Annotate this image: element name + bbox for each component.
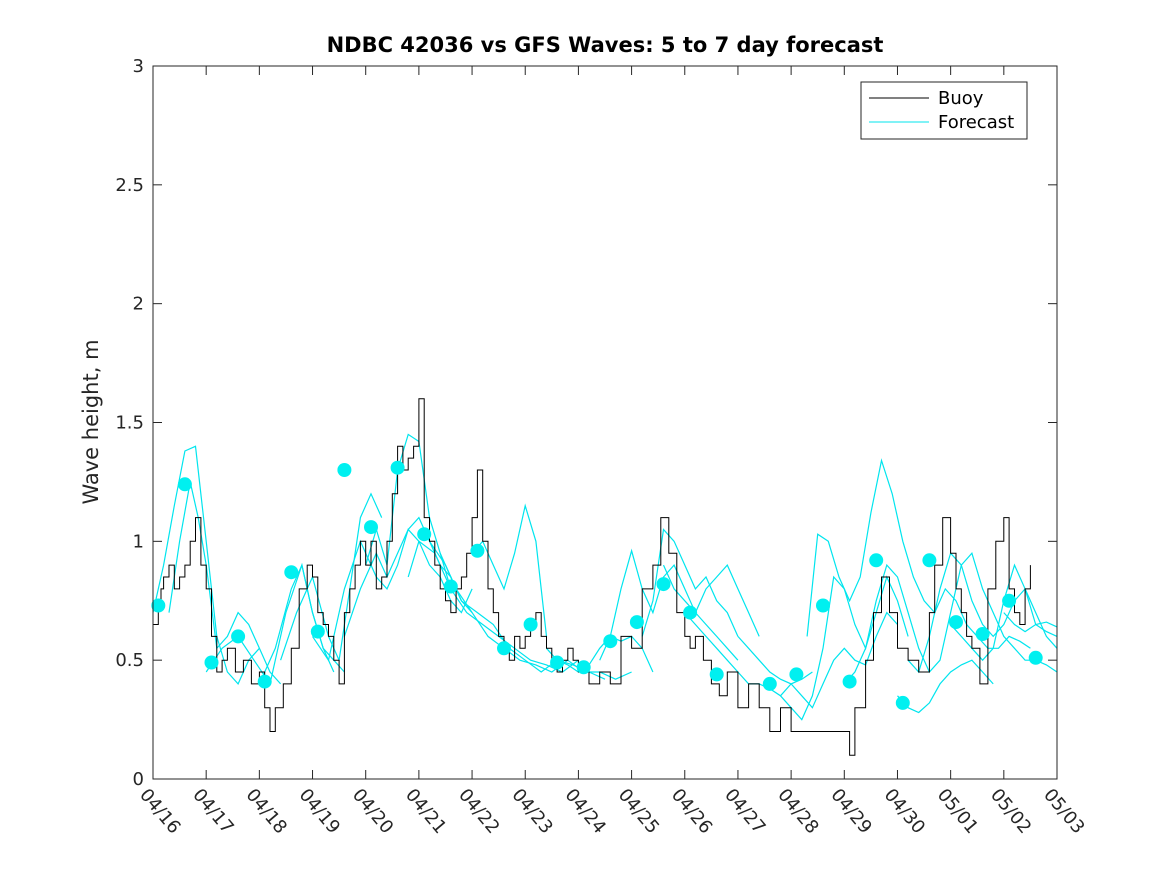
legend-box xyxy=(860,81,1028,140)
forecast-line-23 xyxy=(907,552,1058,674)
forecast-point xyxy=(284,565,299,580)
y-tick-labels: 0 0.5 1 1.5 2 2.5 3 xyxy=(115,56,144,790)
y-axis-label: Wave height, m xyxy=(79,339,103,504)
forecast-point xyxy=(204,655,219,670)
forecast-line-1 xyxy=(152,445,260,685)
y-tick-label: 2.5 xyxy=(115,175,144,196)
forecast-point xyxy=(869,553,884,568)
forecast-point xyxy=(151,598,166,613)
forecast-point xyxy=(1002,593,1017,608)
buoy-line xyxy=(153,398,1031,756)
forecast-point xyxy=(975,627,990,641)
forecast-point xyxy=(656,577,671,592)
forecast-point xyxy=(789,667,804,682)
forecast-point xyxy=(523,617,538,632)
forecast-line-21 xyxy=(843,551,1058,685)
y-tick-label: 1.5 xyxy=(115,413,144,434)
forecast-point xyxy=(337,463,352,477)
forecast-point xyxy=(629,615,644,630)
y-tick-label: 0.5 xyxy=(115,650,144,671)
forecast-point xyxy=(550,655,565,670)
forecast-point xyxy=(922,553,937,568)
forecast-markers xyxy=(151,460,1043,710)
legend-label-forecast: Forecast xyxy=(938,112,1014,133)
y-tick-label: 0 xyxy=(133,769,144,790)
forecast-point xyxy=(390,460,405,475)
forecast-line-18 xyxy=(737,611,898,709)
forecast-point xyxy=(762,676,777,691)
forecast-point xyxy=(683,605,698,620)
forecast-point xyxy=(949,615,963,630)
forecast-lines xyxy=(152,433,1058,721)
forecast-point xyxy=(1028,650,1043,665)
forecast-line-22 xyxy=(897,659,994,714)
forecast-point xyxy=(364,520,378,535)
forecast-line-2 xyxy=(168,481,282,685)
axis-ticks xyxy=(152,65,1058,780)
legend: Buoy Forecast xyxy=(860,81,1028,140)
y-tick-label: 3 xyxy=(133,56,144,77)
forecast-point xyxy=(497,641,511,656)
forecast-point xyxy=(709,667,724,682)
y-tick-label: 2 xyxy=(133,294,144,315)
forecast-line-14 xyxy=(599,548,739,661)
forecast-point xyxy=(443,579,458,594)
forecast-line-6 xyxy=(312,528,473,662)
forecast-point xyxy=(470,543,485,558)
forecast-point xyxy=(576,660,591,675)
axes-background xyxy=(153,66,1057,779)
forecast-line-4 xyxy=(258,563,335,685)
forecast-point xyxy=(257,674,272,689)
plot-area xyxy=(151,65,1058,780)
forecast-line-12 xyxy=(471,503,548,637)
y-tick-label: 1 xyxy=(133,531,144,552)
forecast-point xyxy=(417,527,432,542)
forecast-line-16 xyxy=(662,564,760,637)
forecast-point xyxy=(177,477,192,492)
forecast-line-13 xyxy=(546,635,654,673)
forecast-point xyxy=(842,674,857,689)
legend-label-buoy: Buoy xyxy=(938,88,984,109)
forecast-point xyxy=(310,624,325,639)
chart-title: NDBC 42036 vs GFS Waves: 5 to 7 day fore… xyxy=(327,33,884,57)
forecast-line-25 xyxy=(1003,612,1058,633)
forecast-line-8 xyxy=(365,433,452,590)
forecast-point xyxy=(231,629,246,644)
buoy-line-group xyxy=(153,398,1031,756)
forecast-point xyxy=(603,634,618,649)
forecast-point xyxy=(895,695,910,710)
forecast-point xyxy=(816,598,830,613)
